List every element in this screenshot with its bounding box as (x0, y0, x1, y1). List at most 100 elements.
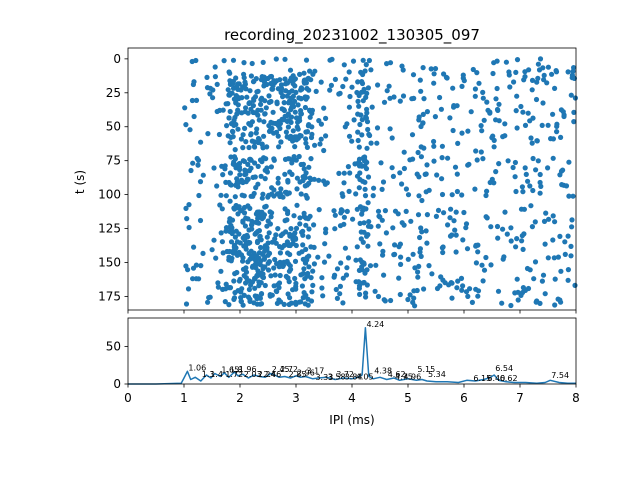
raster-point (258, 244, 264, 251)
raster-point (527, 118, 533, 124)
raster-point (293, 280, 299, 286)
raster-point (360, 57, 366, 63)
raster-point (323, 115, 329, 121)
raster-point (450, 127, 456, 134)
raster-point (285, 179, 291, 185)
raster-point (474, 70, 480, 76)
raster-point (365, 200, 371, 206)
raster-point (543, 210, 549, 216)
raster-point (240, 158, 246, 164)
raster-point (435, 207, 442, 213)
raster-point (240, 219, 246, 225)
raster-point (463, 225, 469, 231)
raster-point (223, 228, 229, 234)
raster-point (304, 85, 310, 92)
raster-point (535, 75, 541, 81)
raster-point (383, 230, 389, 236)
raster-point (281, 301, 287, 307)
raster-point (242, 125, 248, 131)
raster-point (355, 79, 361, 85)
raster-point (277, 272, 283, 279)
ipi-peak-label: 4.62 (388, 370, 406, 379)
raster-point (571, 119, 577, 125)
raster-point (244, 94, 250, 100)
raster-point (380, 179, 387, 185)
raster-point (454, 285, 460, 291)
raster-point (267, 209, 273, 215)
raster-point (345, 255, 352, 261)
raster-point (268, 164, 274, 170)
raster-point (507, 84, 513, 90)
raster-point (258, 101, 264, 107)
raster-point (213, 255, 219, 261)
raster-point (537, 179, 543, 186)
raster-point (286, 301, 292, 308)
raster-point (265, 267, 272, 273)
raster-point (196, 192, 202, 199)
raster-point (344, 208, 350, 214)
raster-point (284, 217, 290, 223)
raster-point (530, 155, 536, 162)
raster-point (297, 71, 303, 77)
raster-point (301, 266, 307, 272)
raster-point (248, 165, 254, 171)
raster-point (341, 62, 347, 68)
raster-point (228, 239, 235, 245)
raster-point (479, 262, 485, 268)
raster-point (259, 195, 265, 201)
raster-point (397, 241, 403, 247)
raster-y-tick-label: 175 (98, 289, 121, 303)
raster-point (210, 95, 216, 101)
raster-point (414, 171, 420, 177)
raster-point (424, 240, 430, 246)
raster-point (277, 244, 283, 250)
raster-point (310, 282, 316, 288)
raster-point (240, 258, 246, 264)
raster-point (439, 245, 445, 251)
raster-point (238, 289, 244, 295)
raster-point (529, 140, 535, 146)
raster-point (452, 164, 459, 170)
raster-point (465, 128, 471, 134)
raster-point (205, 299, 211, 305)
histogram-x-axis-label: IPI (ms) (329, 413, 374, 427)
raster-point (372, 288, 378, 294)
raster-point (232, 147, 238, 153)
raster-point (528, 203, 534, 209)
raster-point (243, 139, 249, 145)
raster-point (548, 136, 554, 142)
raster-point (494, 223, 501, 230)
raster-point (296, 299, 302, 305)
raster-point (304, 129, 311, 135)
raster-point (459, 83, 465, 89)
raster-point (405, 192, 412, 198)
raster-point (321, 259, 328, 265)
chart-title: recording_20231002_130305_097 (224, 26, 480, 45)
raster-point (381, 99, 388, 105)
ipi-peak-label: 2.03 (244, 370, 262, 379)
ipi-peak-label: 1.8 (230, 366, 243, 375)
raster-point (207, 91, 213, 97)
raster-point (239, 110, 245, 116)
raster-point (377, 241, 383, 247)
raster-point (359, 267, 365, 273)
histogram-x-ticks: 0 1 2 3 4 5 6 7 8 (124, 384, 580, 405)
raster-point (514, 93, 520, 99)
raster-point (493, 96, 499, 102)
raster-point (267, 74, 274, 80)
raster-point (370, 193, 376, 199)
ipi-peak-label: 2.72 (280, 365, 298, 374)
raster-point (293, 157, 299, 163)
raster-point (323, 230, 329, 236)
raster-point (288, 266, 294, 272)
raster-point (481, 117, 487, 123)
raster-point (468, 109, 474, 115)
raster-point (332, 226, 338, 232)
raster-point (390, 173, 396, 179)
raster-y-tick-label: 100 (98, 188, 121, 202)
raster-point (298, 191, 304, 197)
raster-point (290, 93, 296, 99)
ipi-peak-label: 5.15 (417, 365, 435, 374)
raster-point (337, 223, 344, 229)
raster-point (424, 162, 430, 168)
